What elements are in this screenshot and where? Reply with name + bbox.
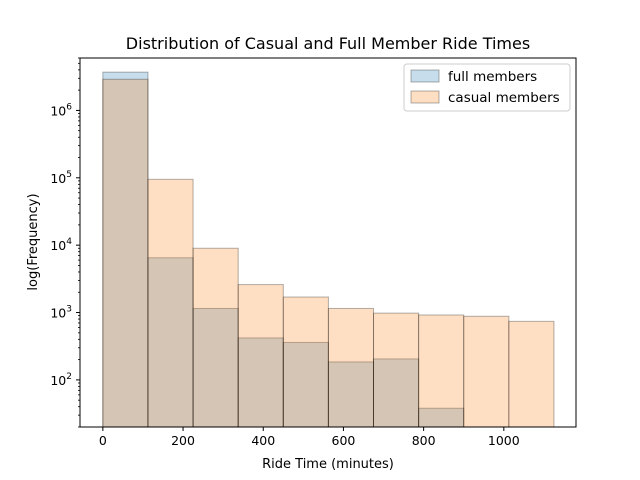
y-tick-label: 105	[50, 170, 72, 186]
legend-swatch	[410, 69, 440, 83]
x-tick-label: 400	[251, 433, 275, 448]
x-tick-label: 1000	[488, 433, 520, 448]
histogram-bar	[192, 307, 239, 428]
chart-title: Distribution of Casual and Full Member R…	[126, 34, 530, 53]
x-axis-title: Ride Time (minutes)	[262, 457, 394, 472]
series-casual-members	[102, 78, 555, 428]
x-tick-label: 0	[99, 433, 107, 448]
y-axis-title: log(Frequency)	[26, 193, 41, 290]
y-tick-label: 102	[50, 372, 72, 388]
legend-item: full members	[410, 69, 537, 85]
histogram-bar	[463, 315, 510, 428]
histogram-bar	[373, 312, 420, 428]
y-tick-label: 106	[50, 102, 72, 118]
y-tick-label: 104	[50, 237, 72, 253]
plot-frame	[79, 57, 577, 428]
histogram-bar	[418, 314, 465, 428]
x-tick-label: 800	[412, 433, 436, 448]
histogram-bar	[282, 296, 329, 428]
histogram-bar	[327, 361, 375, 428]
legend-label: full members	[448, 69, 537, 85]
histogram-bar	[147, 257, 194, 428]
histogram-bar	[102, 78, 149, 428]
y-tick-label: 103	[50, 305, 72, 321]
histogram-bar	[237, 337, 284, 428]
x-tick-label: 200	[171, 433, 195, 448]
histogram-bar	[147, 178, 194, 428]
histogram-bar	[192, 247, 239, 428]
y-axis-ticks: 102 103 104 105 106	[50, 57, 80, 428]
legend-swatch	[410, 90, 440, 104]
legend-frame	[403, 63, 571, 112]
histogram-bar	[237, 284, 284, 428]
legend-item: casual members	[410, 90, 560, 106]
series-full-members	[102, 71, 465, 428]
bars-layer	[102, 71, 555, 428]
legend-label: casual members	[448, 90, 560, 106]
histogram-bar	[102, 71, 149, 428]
histogram-bar	[327, 307, 375, 428]
x-tick-label: 600	[332, 433, 356, 448]
x-axis-ticks: 0 200 400 600 800 1000	[99, 427, 520, 448]
histogram-bar	[508, 320, 555, 428]
legend: full members casual members	[403, 63, 571, 112]
